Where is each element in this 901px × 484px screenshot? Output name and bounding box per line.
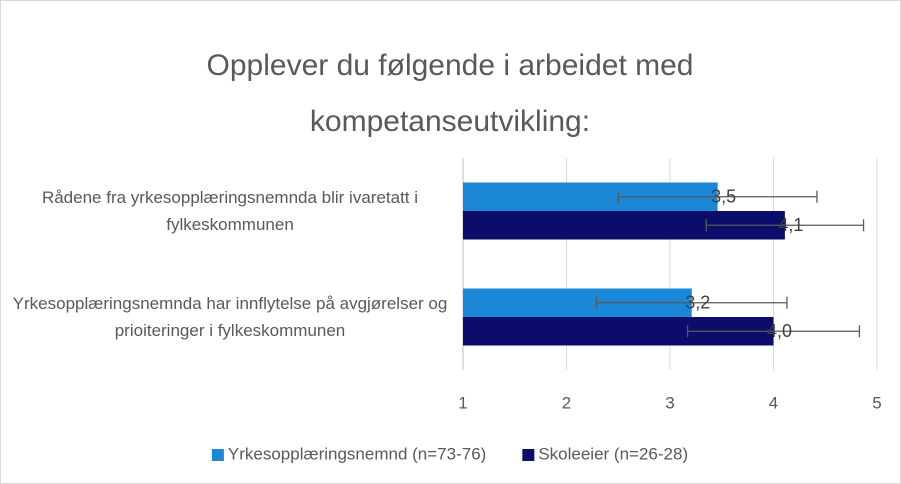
error-bar	[617, 190, 818, 203]
category-label: Yrkesopplæringsnemnda har innflytelse på…	[12, 294, 448, 340]
chart-title: Opplever du følgende i arbeidet med komp…	[206, 49, 694, 138]
x-tick-label: 1	[458, 393, 467, 412]
legend-label: Yrkesopplæringsnemnd (n=73-76)	[228, 444, 486, 463]
legend-label: Skoleeier (n=26-28)	[538, 444, 688, 463]
x-tick-label: 2	[562, 393, 571, 412]
legend-swatch	[211, 449, 224, 461]
category-label: Rådene fra yrkesopplæringsnemnda blir iv…	[41, 188, 419, 234]
data-label: 4,1	[778, 215, 803, 235]
error-bar	[686, 325, 861, 338]
x-tick-label: 4	[769, 393, 778, 412]
data-label: 3,5	[711, 187, 736, 207]
data-label: 3,2	[685, 293, 710, 313]
x-tick-label: 5	[872, 393, 881, 412]
x-tick-label: 3	[665, 393, 674, 412]
error-bar	[595, 296, 788, 309]
data-label: 4,0	[767, 321, 792, 341]
error-bar	[705, 219, 865, 232]
legend-swatch	[522, 449, 535, 461]
